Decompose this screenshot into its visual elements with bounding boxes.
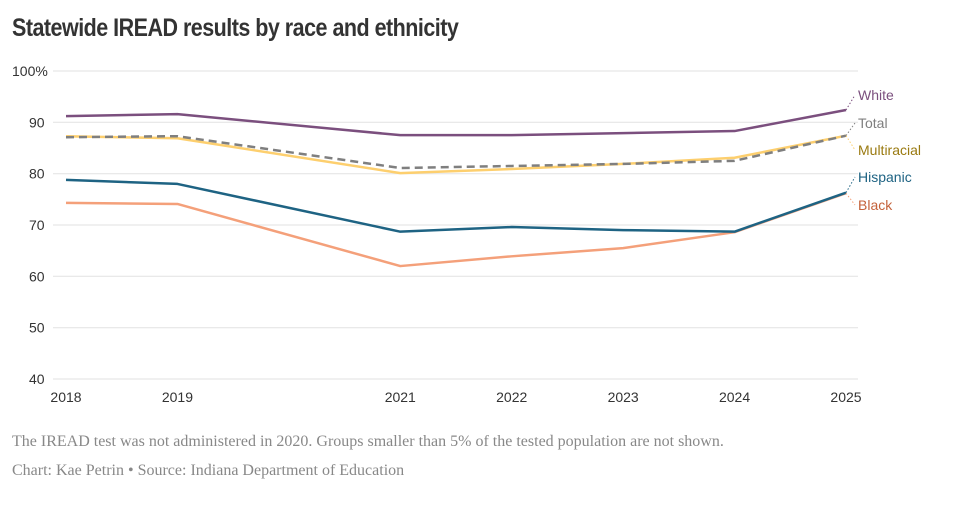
chart-credit: Chart: Kae Petrin • Source: Indiana Depa…: [12, 462, 405, 479]
series-labels: White Total Multiracial Hispanic Black: [845, 87, 921, 213]
series-line-total: [65, 134, 847, 170]
chart-note: The IREAD test was not administered in 2…: [12, 433, 724, 450]
label-leader: [845, 176, 856, 193]
y-axis-ticks: 40 50 60 70 80 90 100%: [12, 63, 48, 387]
label-leader: [845, 122, 856, 136]
series-label-total: Total: [858, 115, 888, 131]
label-leader: [845, 94, 856, 111]
x-tick-label: 2022: [496, 389, 527, 405]
y-tick-label: 40: [29, 371, 45, 387]
x-tick-label: 2019: [162, 389, 193, 405]
y-tick-label: 70: [29, 217, 45, 233]
y-tick-label: 50: [29, 320, 45, 336]
label-leader: [845, 192, 856, 206]
series-lines: [65, 108, 847, 268]
x-tick-label: 2024: [719, 389, 750, 405]
series-label-multiracial: Multiracial: [858, 142, 921, 158]
x-tick-label: 2023: [608, 389, 639, 405]
line-chart: 40 50 60 70 80 90 100% 2018 2019 2021 2022 2023 202…: [12, 63, 921, 405]
y-tick-label: 100%: [12, 63, 48, 79]
series-label-black: Black: [858, 197, 893, 213]
y-tick-label: 80: [29, 166, 45, 182]
series-label-white: White: [858, 87, 894, 103]
gridlines: [53, 70, 858, 380]
x-tick-label: 2018: [50, 389, 81, 405]
y-tick-label: 90: [29, 114, 45, 130]
chart-title: Statewide IREAD results by race and ethn…: [12, 14, 459, 42]
series-label-hispanic: Hispanic: [858, 169, 912, 185]
x-tick-label: 2025: [830, 389, 861, 405]
x-tick-label: 2021: [385, 389, 416, 405]
x-axis-ticks: 2018 2019 2021 2022 2023 2024 2025: [50, 389, 861, 405]
label-leader: [845, 135, 856, 151]
y-tick-label: 60: [29, 268, 45, 284]
